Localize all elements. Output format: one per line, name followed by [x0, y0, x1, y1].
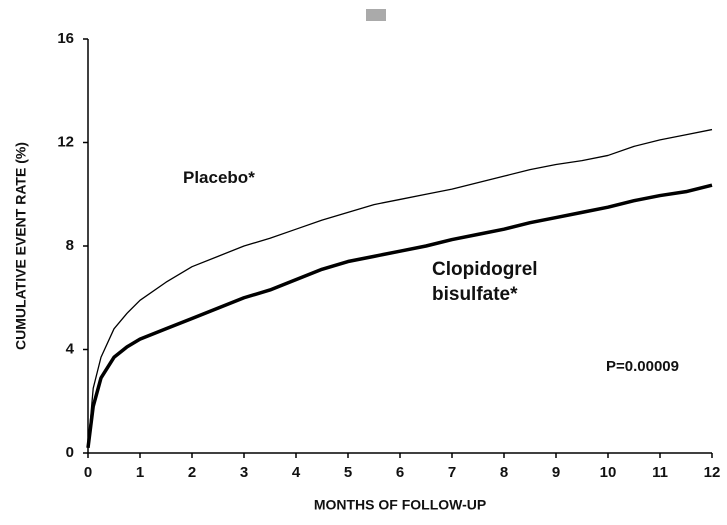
y-tick-label: 0: [66, 444, 74, 461]
series-line: [86, 183, 713, 449]
y-tick-label: 12: [57, 133, 74, 150]
x-tick-label: 11: [652, 464, 668, 481]
series-line: [87, 128, 713, 448]
annotation: P=0.00009: [606, 358, 679, 375]
y-tick-label: 4: [66, 340, 75, 357]
x-tick-label: 8: [500, 464, 508, 481]
y-tick-label: 16: [57, 30, 74, 47]
x-tick-label: 6: [396, 464, 404, 481]
series-label: Clopidogrel bisulfate*: [432, 259, 538, 305]
x-tick-label: 4: [292, 464, 301, 481]
series-label: Placebo*: [183, 168, 255, 187]
decoration: [366, 9, 386, 21]
x-tick-label: 12: [704, 464, 721, 481]
x-tick-label: 0: [84, 464, 92, 481]
x-tick-label: 2: [188, 464, 196, 481]
x-tick-label: 9: [552, 464, 560, 481]
x-tick-label: 5: [344, 464, 352, 481]
x-tick-label: 1: [136, 464, 144, 481]
x-tick-label: 3: [240, 464, 248, 481]
x-tick-label: 7: [448, 464, 456, 481]
x-tick-label: 10: [600, 464, 617, 481]
y-tick-label: 8: [66, 237, 74, 254]
y-axis-label: CUMULATIVE EVENT RATE (%): [13, 142, 29, 350]
x-axis-label: MONTHS OF FOLLOW-UP: [314, 497, 486, 513]
